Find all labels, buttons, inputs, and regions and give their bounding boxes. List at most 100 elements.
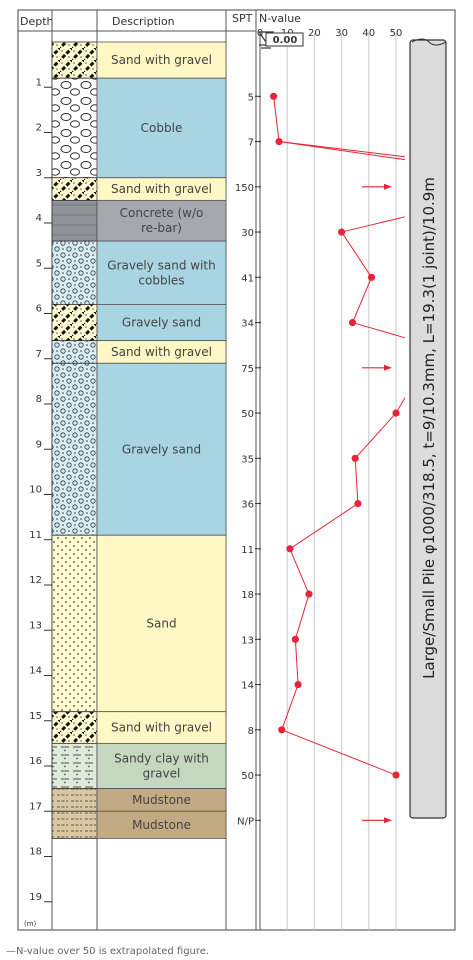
layer-pattern — [51, 534, 98, 713]
layer-pattern — [51, 77, 98, 179]
n-tick-label: 30 — [335, 28, 348, 39]
depth-tick-label: 15 — [29, 711, 42, 722]
n-line-segment — [294, 639, 299, 685]
layer-pattern — [51, 340, 98, 364]
extrapolated-arrowhead — [384, 817, 392, 824]
layer-fill — [96, 534, 227, 713]
layer-fill — [96, 240, 227, 305]
depth-tick-label: 2 — [36, 123, 42, 134]
depth-unit: (m) — [24, 920, 37, 928]
footnote: —N-value over 50 is extrapolated figure. — [6, 946, 210, 957]
layer-pattern — [51, 788, 98, 812]
layer-pattern — [51, 742, 98, 790]
layer-fill — [96, 362, 227, 536]
spt-label: 35 — [241, 454, 254, 465]
layer-description: Gravely sand — [122, 442, 201, 456]
spt-label: 41 — [241, 273, 254, 284]
water-level-value: 0.00 — [273, 35, 298, 46]
layer-description: gravel — [143, 767, 181, 781]
n-value-point — [351, 454, 359, 462]
depth-tick-label: 6 — [36, 304, 42, 315]
n-value-point — [275, 137, 283, 146]
n-value-point — [278, 726, 286, 734]
soil-layers: Sand with gravel Cobble Sand with gravel Co… — [18, 10, 257, 930]
depth-tick-label: 14 — [29, 666, 42, 677]
n-line-segment — [273, 96, 280, 142]
description-header: Description — [112, 15, 175, 28]
layer-fill — [96, 742, 227, 790]
layer-pattern — [51, 304, 98, 342]
n-line-segment — [354, 412, 397, 459]
layer-pattern — [51, 362, 98, 536]
layer-description: Sand — [146, 616, 176, 630]
depth-header: Depth — [20, 15, 54, 28]
layer-fill — [96, 77, 227, 179]
n-value-point — [294, 680, 302, 689]
layer-pattern — [51, 240, 98, 305]
spt-label: 14 — [241, 681, 254, 692]
depth-tick-label: 18 — [29, 847, 42, 858]
layer-fill — [96, 304, 227, 342]
n-value-point — [291, 635, 299, 643]
n-value-point — [392, 409, 400, 417]
extrapolated-arrowhead — [384, 183, 392, 190]
n-line-segment — [352, 277, 372, 323]
spt-label: 7 — [248, 138, 254, 149]
layer-description: re-bar) — [141, 221, 182, 235]
depth-tick-label: 16 — [29, 756, 42, 767]
n-line-segment — [341, 231, 372, 278]
water-level-box — [265, 32, 304, 47]
layer-description: Cobble — [141, 121, 183, 135]
layer-description: Mudstone — [132, 793, 191, 807]
n-line-segment — [289, 503, 359, 550]
layer-description: Sand with gravel — [111, 53, 212, 67]
layer-description: Sand with gravel — [111, 721, 212, 735]
n-value-point — [305, 590, 313, 598]
layer-description: Mudstone — [132, 818, 191, 832]
spt-label: 11 — [241, 545, 254, 556]
depth-tick-label: 10 — [29, 485, 42, 496]
n-value-point — [338, 228, 346, 236]
spt-label: 50 — [241, 771, 254, 782]
n-line-segment — [281, 684, 299, 730]
n-value-point — [270, 92, 278, 100]
layer-pattern — [51, 177, 98, 201]
n-line-segment — [352, 322, 406, 339]
n-value-point — [348, 318, 357, 327]
layer-fill — [96, 810, 227, 839]
depth-tick-label: 3 — [36, 168, 42, 179]
spt-labels: 5 7 150 30 41 34 75 50 35 36 11 18 13 14 8 50 N/P — [235, 92, 261, 827]
depth-tick-label: 17 — [29, 801, 42, 812]
spt-label: 150 — [235, 183, 254, 194]
spt-label: 30 — [241, 228, 254, 239]
n-value-point — [392, 771, 400, 779]
n-value-plot — [270, 92, 406, 824]
layer-pattern — [51, 711, 98, 744]
spt-label: 5 — [248, 92, 254, 103]
depth-tick-label: 7 — [36, 349, 42, 360]
layer-description: Sand with gravel — [111, 182, 212, 196]
pile-label: Large/Small Pile φ1000/318.5, t=9/10.3mm… — [420, 177, 438, 679]
n-value-header: N-value — [259, 12, 301, 25]
depth-tick-label: 9 — [36, 439, 42, 450]
spt-label: 50 — [241, 409, 254, 420]
spt-label: 36 — [241, 500, 254, 511]
n-line-segment — [281, 729, 397, 776]
depth-tick-label: 13 — [29, 620, 42, 631]
depth-tick-label: 1 — [36, 77, 42, 88]
layer-fill — [96, 711, 227, 744]
layer-description: Gravely sand with — [107, 258, 215, 272]
extrapolated-arrowhead — [384, 364, 392, 371]
n-line-segment — [278, 141, 406, 158]
spt-label: 75 — [241, 364, 254, 375]
n-tick-label: 40 — [362, 28, 375, 39]
spt-label: 18 — [241, 590, 254, 601]
n-value-point — [354, 499, 362, 508]
pile-graphic: Large/Small Pile φ1000/318.5, t=9/10.3mm… — [409, 38, 447, 819]
layer-pattern — [51, 199, 98, 242]
layer-description: cobbles — [138, 273, 184, 287]
n-line-segment — [294, 593, 310, 640]
layer-description: Sandy clay with — [114, 752, 209, 766]
